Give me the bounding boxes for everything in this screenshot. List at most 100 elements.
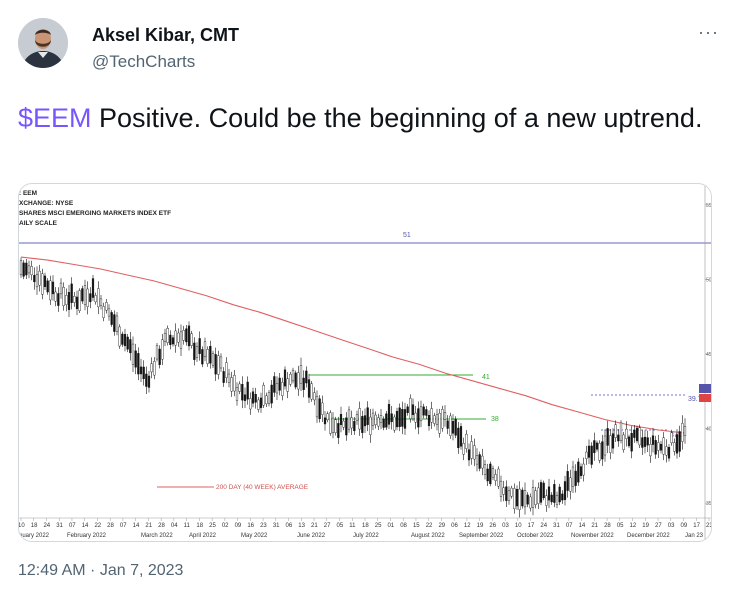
candle-body [142,366,145,380]
candle-body [483,464,487,475]
candle-body [569,477,572,492]
author-handle[interactable]: @TechCharts [92,52,196,71]
candle-body [105,302,108,311]
candle-body [235,387,239,401]
candle-body [121,333,124,345]
x-tick-label: 07 [566,523,573,529]
candle-body [505,486,508,501]
candle-body [659,443,663,451]
x-month-label: November 2022 [571,533,614,539]
candle-body [166,328,169,343]
x-tick-label: 28 [604,523,611,529]
x-month-label: March 2022 [141,533,173,539]
candle-body [385,413,388,428]
candle-body [209,345,212,364]
price-marker [699,384,711,393]
candle-body [545,495,548,506]
moving-average-line [20,256,686,434]
candle-body [374,414,377,425]
candle-body [350,417,353,429]
candle-body [611,433,615,449]
candle-body [182,330,185,341]
candle-body [630,433,633,452]
candle-body [259,397,263,408]
candle-body [281,382,284,396]
candle-body [198,338,201,354]
candle-body [246,381,249,400]
x-tick-label: 09 [235,523,242,529]
candle-body [307,379,311,398]
candle-body [414,412,417,423]
candle-body [627,436,631,447]
candle-body [270,384,273,404]
candle-body [371,412,375,426]
x-tick-label: 29 [438,523,445,529]
candle-body [177,332,180,343]
candle-body [395,410,399,428]
candle-body [91,278,95,298]
candle-body [534,490,537,505]
candle-body [363,415,367,427]
candle-body [529,496,532,509]
candle-body [299,365,303,384]
candle-body [622,434,625,451]
candle-body [139,366,143,375]
avatar[interactable] [18,18,68,68]
x-tick-label: 01 [387,523,394,529]
candle-body [129,339,132,354]
candle-body [665,446,668,456]
candle-body [579,466,583,477]
candle-body [398,407,401,428]
candle-body [73,296,76,303]
x-month-label: February 2022 [67,533,107,539]
x-tick-label: 02 [222,523,229,529]
candle-body [451,420,455,434]
candle-body [446,420,449,429]
candle-body [278,377,281,391]
candle-body [25,262,28,276]
candle-body [243,394,247,401]
candle-body [409,397,412,419]
tweet-text: $EEM Positive. Could be the beginning of… [18,101,708,135]
candle-body [59,282,63,295]
right-tick-label: 35 [706,501,711,507]
candle-body [43,275,47,288]
candle-body [134,350,137,368]
right-tick-label: 55 [706,203,711,209]
candle-body [115,315,119,332]
candle-body [617,434,620,442]
x-month-label: September 2022 [459,533,504,539]
candle-body [361,416,364,433]
candle-body [459,426,463,447]
more-dots-icon[interactable]: ··· [698,22,719,42]
candle-body [150,363,153,373]
candle-body [51,281,55,295]
candle-body [585,451,588,459]
candle-body [113,314,116,332]
cashtag-link[interactable]: $EEM [18,103,92,133]
candle-body [403,409,407,429]
candle-body [593,440,596,454]
x-tick-label: 10 [515,523,522,529]
x-axis-ticks: 10 18 24 31 07 14 22 28 07 14 21 28 04 11 18 25 02 09 16 23… [19,518,711,529]
candle-body [406,406,409,413]
tweet-timestamp[interactable]: 12:49 AM · Jan 7, 2023 [18,562,184,579]
candle-body [537,487,540,504]
header-line: AILY SCALE [19,220,58,227]
candle-body [465,433,468,449]
candle-body [633,429,636,438]
author-name[interactable]: Aksel Kibar, CMT [92,25,240,45]
x-tick-label: 25 [375,523,382,529]
candle-body [102,306,105,318]
candle-body [313,392,316,401]
candle-body [310,383,313,400]
candle-body [558,486,561,503]
candle-body [497,468,500,487]
chart-image[interactable]: : EEM XCHANGE: NYSE SHARES MSCI EMERGING… [18,183,712,542]
x-tick-label: 28 [158,523,165,529]
candle-body [318,398,321,420]
candle-body [518,488,521,510]
candle-body [238,383,241,392]
candle-body [155,345,159,360]
candle-body [347,409,351,430]
